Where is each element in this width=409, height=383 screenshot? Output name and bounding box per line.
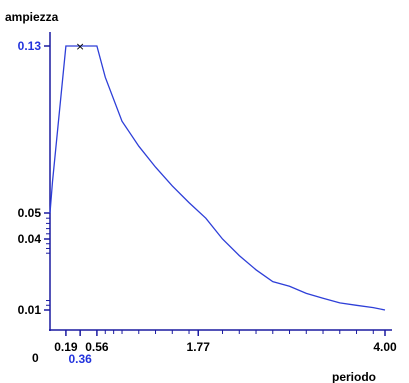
axes <box>49 32 392 331</box>
y-tick-label: 0.01 <box>18 303 42 317</box>
y-tick-label: 0.13 <box>18 39 42 53</box>
series: × <box>49 40 386 311</box>
x-tick-label: 0.19 <box>54 340 78 354</box>
spectrum-line <box>49 45 386 311</box>
x-tick-label: 0.36 <box>68 352 92 366</box>
ticks: 0.13 0.05 0.04 0.01 0.190.360.56 1.77 4.00 <box>18 39 397 366</box>
peak-marker: × <box>76 40 85 53</box>
y-axis-title: ampiezza <box>5 10 59 24</box>
y-tick-label: 0.04 <box>18 232 42 246</box>
x-tick-label: 4.00 <box>373 340 397 354</box>
x-tick-label: 1.77 <box>187 340 211 354</box>
x-tick-label: 0.56 <box>85 340 109 354</box>
y-tick-label: 0.05 <box>18 206 42 220</box>
x-axis-title: periodo <box>332 370 376 383</box>
origin-label: 0 <box>32 351 39 365</box>
